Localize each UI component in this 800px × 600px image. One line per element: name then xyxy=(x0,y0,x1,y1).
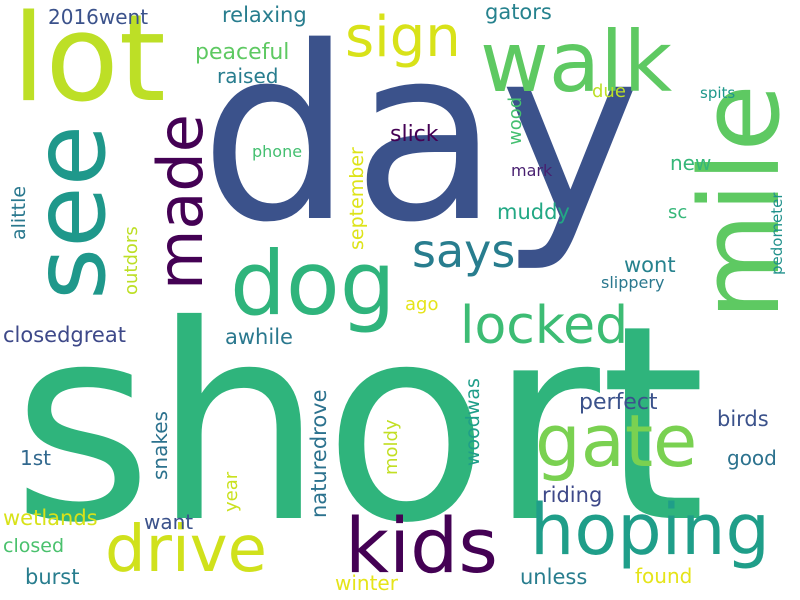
word: raised xyxy=(217,64,279,88)
word: see xyxy=(11,124,128,300)
word: lot xyxy=(12,0,166,129)
word: closed xyxy=(3,535,64,557)
word: awhile xyxy=(225,325,293,349)
word: wont xyxy=(624,253,676,277)
word: year xyxy=(221,471,242,512)
word: dog xyxy=(230,232,396,335)
word: outdors xyxy=(121,226,142,295)
word: closedgreat xyxy=(3,323,126,347)
word: riding xyxy=(542,483,603,507)
word: september xyxy=(346,147,368,250)
word: slick xyxy=(390,122,439,147)
word: wetlands xyxy=(3,506,98,530)
word: muddy xyxy=(497,200,570,224)
word: moldy xyxy=(381,419,402,475)
word: burst xyxy=(25,565,80,589)
word: gate xyxy=(535,399,698,483)
word: spits xyxy=(700,84,736,102)
word: alittle xyxy=(8,185,30,240)
word: new xyxy=(670,151,712,175)
word: made xyxy=(144,114,217,290)
word: day xyxy=(200,0,642,275)
word: 2016went xyxy=(48,5,149,29)
word: relaxing xyxy=(222,3,307,27)
word: good xyxy=(727,446,777,470)
word: winter xyxy=(335,571,398,595)
word: sign xyxy=(345,5,461,70)
word: gators xyxy=(485,0,552,24)
word: short xyxy=(12,267,706,582)
word: ago xyxy=(405,294,439,315)
word: unless xyxy=(520,565,588,589)
word: hoping xyxy=(530,489,770,571)
word: sc xyxy=(668,202,688,223)
word: says xyxy=(412,224,516,278)
word: want xyxy=(144,510,194,534)
word: perfect xyxy=(579,390,658,415)
word: locked xyxy=(460,296,629,356)
word: wood xyxy=(505,96,526,145)
word: snakes xyxy=(148,411,172,480)
word: walk xyxy=(480,13,673,111)
word: pedometer xyxy=(768,192,786,275)
word: woodwas xyxy=(462,378,484,466)
word: 1st xyxy=(20,446,51,470)
word: mark xyxy=(511,161,553,180)
word: found xyxy=(635,564,693,588)
word: birds xyxy=(717,407,769,431)
word: due xyxy=(592,81,626,102)
word: peaceful xyxy=(195,40,290,65)
word: phone xyxy=(252,142,303,161)
word: naturedrove xyxy=(307,389,331,518)
word: kids xyxy=(345,501,498,590)
word: drive xyxy=(105,513,267,587)
word: slippery xyxy=(601,273,665,292)
